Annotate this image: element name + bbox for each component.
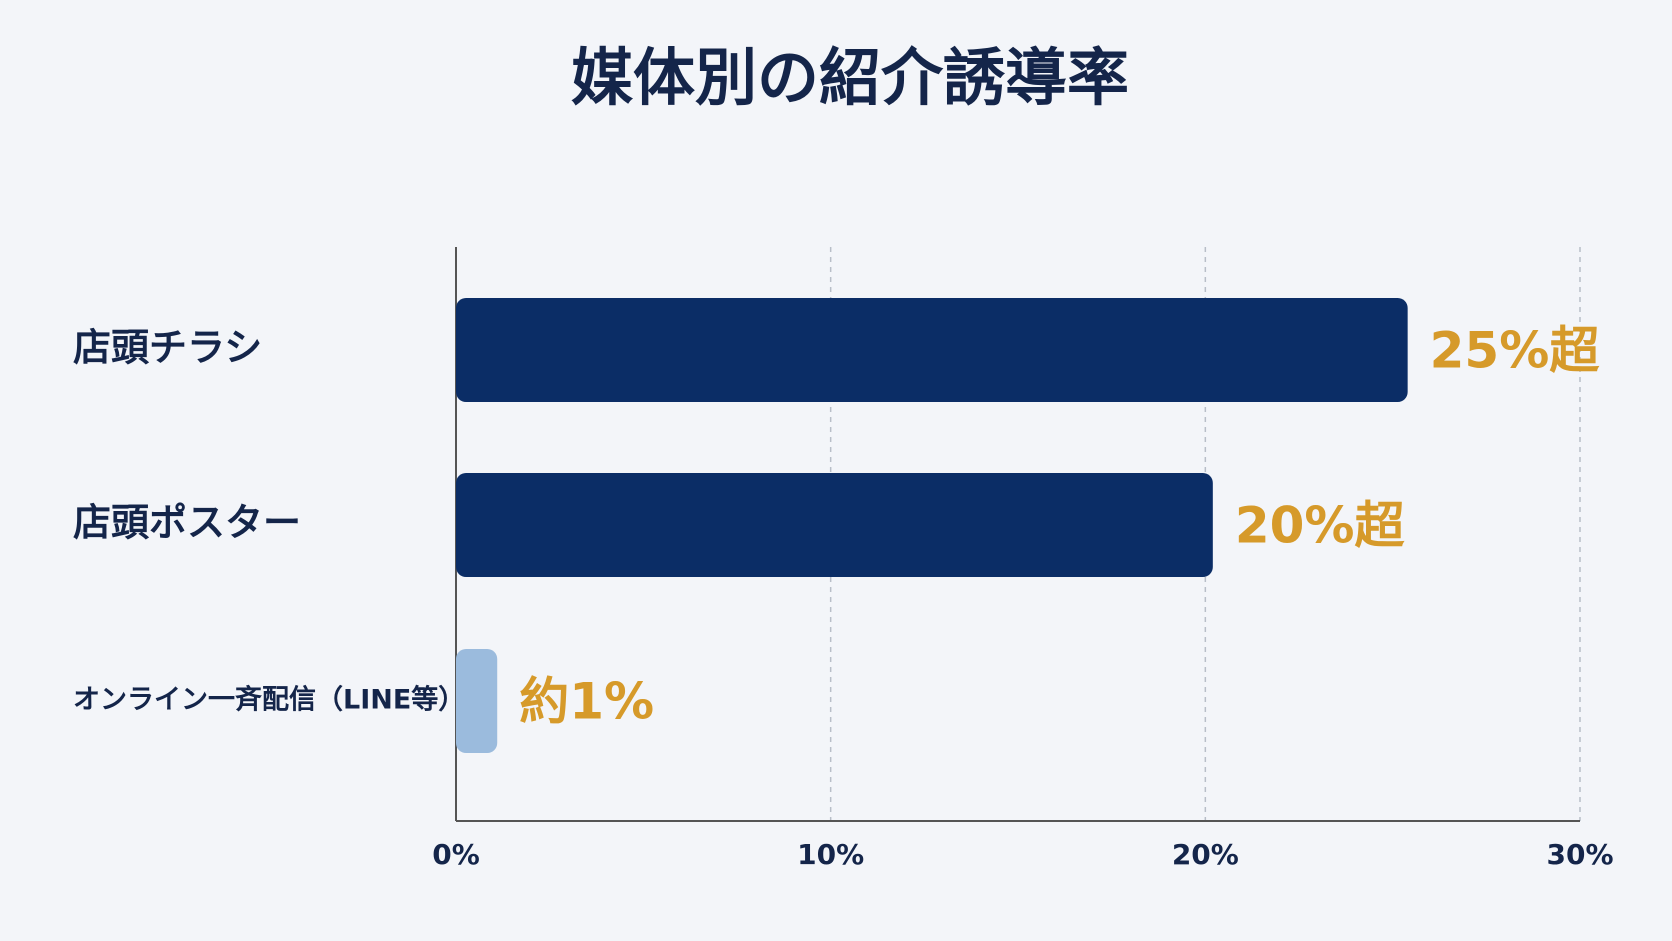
chart-title: 媒体別の紹介誘導率: [571, 41, 1129, 114]
x-tick-label: 20%: [1172, 838, 1239, 871]
x-tick-label: 30%: [1546, 838, 1613, 871]
bar: [456, 649, 498, 753]
x-tick-label: 10%: [797, 838, 864, 871]
x-tick-label: 0%: [432, 838, 480, 871]
bar: [456, 473, 1213, 577]
y-tick-label: 店頭ポスター: [73, 501, 301, 545]
value-label: 約1%: [519, 673, 654, 731]
value-label: 25%超: [1430, 322, 1601, 380]
value-label: 20%超: [1235, 497, 1406, 555]
y-tick-label: 店頭チラシ: [73, 326, 262, 370]
bar: [456, 298, 1408, 402]
y-tick-label: オンライン一斉配信（LINE等）: [73, 684, 465, 716]
